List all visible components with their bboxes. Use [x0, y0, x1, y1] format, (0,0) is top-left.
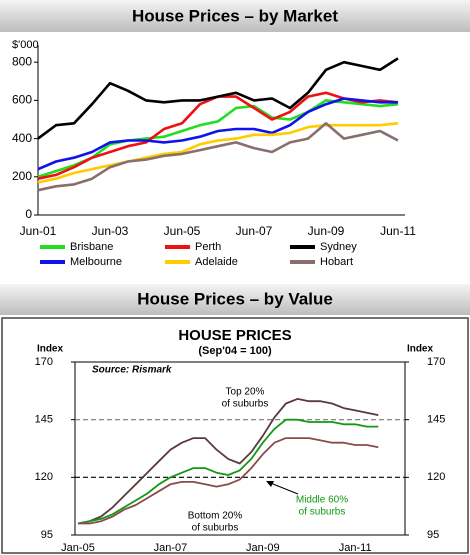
- x-tick-label: Jun-09: [308, 224, 345, 238]
- x-tick-label: Jun-11: [380, 224, 416, 238]
- annotation: of suburbs: [299, 507, 346, 518]
- y2-tick-label: 170: [427, 356, 445, 368]
- y-tick-label: 120: [35, 471, 53, 483]
- legend-label: Melbourne: [70, 256, 122, 268]
- y-tick-label: 170: [35, 356, 53, 368]
- legend-label: Perth: [195, 241, 221, 253]
- y-tick-label: 400: [12, 131, 32, 145]
- y2-tick-label: 95: [427, 529, 439, 541]
- annotation-arrowhead: [266, 481, 274, 487]
- source: Source: Rismark: [92, 365, 172, 376]
- legend-label: Sydney: [320, 241, 357, 253]
- legend-label: Brisbane: [70, 241, 113, 253]
- plot-frame: [74, 361, 406, 536]
- y-tick-label: 95: [41, 529, 53, 541]
- x-tick-label: Jan-07: [154, 542, 188, 554]
- y-tick-label: 600: [12, 93, 32, 107]
- x-tick-label: Jan-05: [61, 542, 95, 554]
- x-tick-label: Jun-03: [92, 224, 129, 238]
- panel-title: House Prices – by Market: [132, 6, 338, 25]
- annotation: of suburbs: [192, 523, 239, 534]
- y2-tick-label: 120: [427, 471, 445, 483]
- annotation: Bottom 20%: [188, 511, 243, 522]
- x-tick-label: Jan-09: [246, 542, 280, 554]
- y2-axis-label: Index: [407, 344, 434, 355]
- line-series: [37, 97, 398, 171]
- line-series: [77, 418, 379, 525]
- x-tick-label: Jun-07: [236, 224, 273, 238]
- header-bar: [0, 0, 470, 32]
- chart-title: HOUSE PRICES: [178, 327, 291, 344]
- y-tick-label: 800: [12, 54, 32, 68]
- y-axis-label: Index: [37, 344, 64, 355]
- y-tick-label: 0: [25, 207, 32, 221]
- chart-subtitle: (Sep'04 = 100): [198, 345, 272, 357]
- annotation: Top 20%: [226, 387, 265, 398]
- line-series: [37, 57, 399, 140]
- y-axis-label: $'000: [12, 39, 39, 51]
- annotation-arrow: [267, 481, 299, 495]
- y-tick-label: 200: [12, 169, 32, 183]
- x-tick-label: Jun-05: [164, 224, 201, 238]
- line-series: [37, 122, 399, 192]
- line-series: [78, 437, 379, 525]
- line-series: [37, 122, 399, 184]
- y2-tick-label: 145: [427, 414, 445, 426]
- y-tick-label: 145: [35, 414, 53, 426]
- panel-title: House Prices – by Value: [137, 289, 333, 308]
- header-bar: [0, 284, 470, 315]
- legend-label: Hobart: [320, 256, 353, 268]
- legend-label: Adelaide: [195, 256, 238, 268]
- x-tick-label: Jun-01: [20, 224, 57, 238]
- chart-frame: [1, 317, 469, 554]
- annotation: of suburbs: [222, 399, 269, 410]
- x-tick-label: Jan-11: [339, 542, 372, 554]
- annotation: Middle 60%: [296, 495, 348, 506]
- line-series: [77, 398, 379, 525]
